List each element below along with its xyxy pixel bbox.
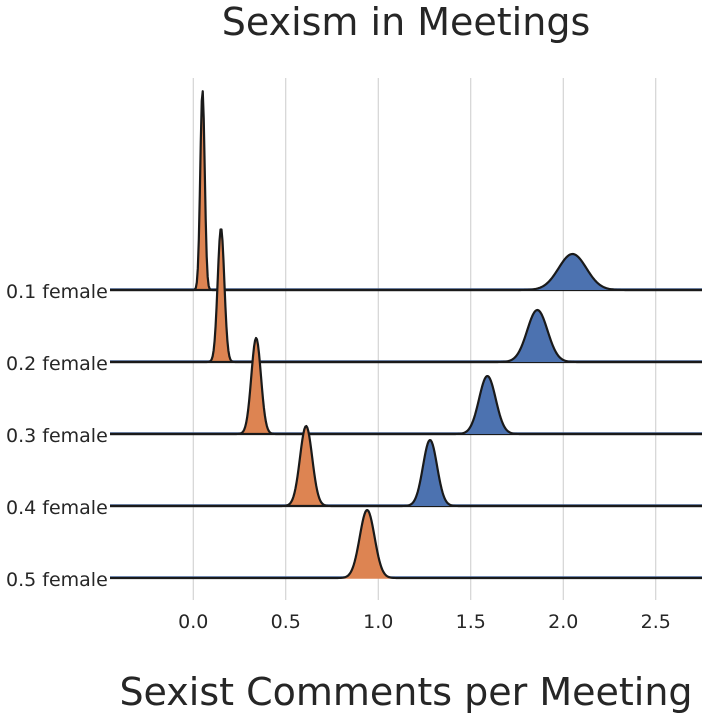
density-outline [109,375,703,436]
row-label: 0.3 female [6,425,108,447]
density-blue [110,376,702,434]
row-labels: 0.1 female 0.2 female 0.3 female 0.4 female… [6,281,108,591]
x-tick-label: 2.5 [641,611,671,633]
row-label: 0.2 female [6,353,108,375]
density-outline [109,438,703,508]
row-label: 0.1 female [6,281,108,303]
density-outline [109,90,703,292]
density-outline [109,424,703,508]
x-tick-label: 1.0 [363,611,393,633]
ridge-rows [109,90,703,580]
ridge-row [109,90,703,292]
ridge-row [109,508,703,580]
density-orange [110,426,702,506]
ridge-row [109,424,703,508]
grid-lines [192,78,657,600]
x-tick-label: 1.5 [456,611,486,633]
ridge-row [109,336,703,436]
chart-title: Sexism in Meetings [222,0,591,44]
density-outline [109,508,703,580]
x-axis-label: Sexist Comments per Meeting [119,670,692,714]
density-blue [110,310,702,362]
density-orange [110,338,702,434]
density-outline [109,308,703,364]
ridge-row [109,228,703,364]
density-blue [110,254,702,290]
x-tick-label: 0.5 [271,611,301,633]
x-tick-label: 0.0 [178,611,208,633]
density-outline [109,252,703,292]
row-label: 0.5 female [6,569,108,591]
row-label: 0.4 female [6,497,108,519]
x-tick-label: 2.0 [548,611,578,633]
x-tick-labels: 0.0 0.5 1.0 1.5 2.0 2.5 [178,611,671,633]
density-blue [110,440,702,506]
density-orange [110,510,702,578]
density-outline [109,336,703,436]
